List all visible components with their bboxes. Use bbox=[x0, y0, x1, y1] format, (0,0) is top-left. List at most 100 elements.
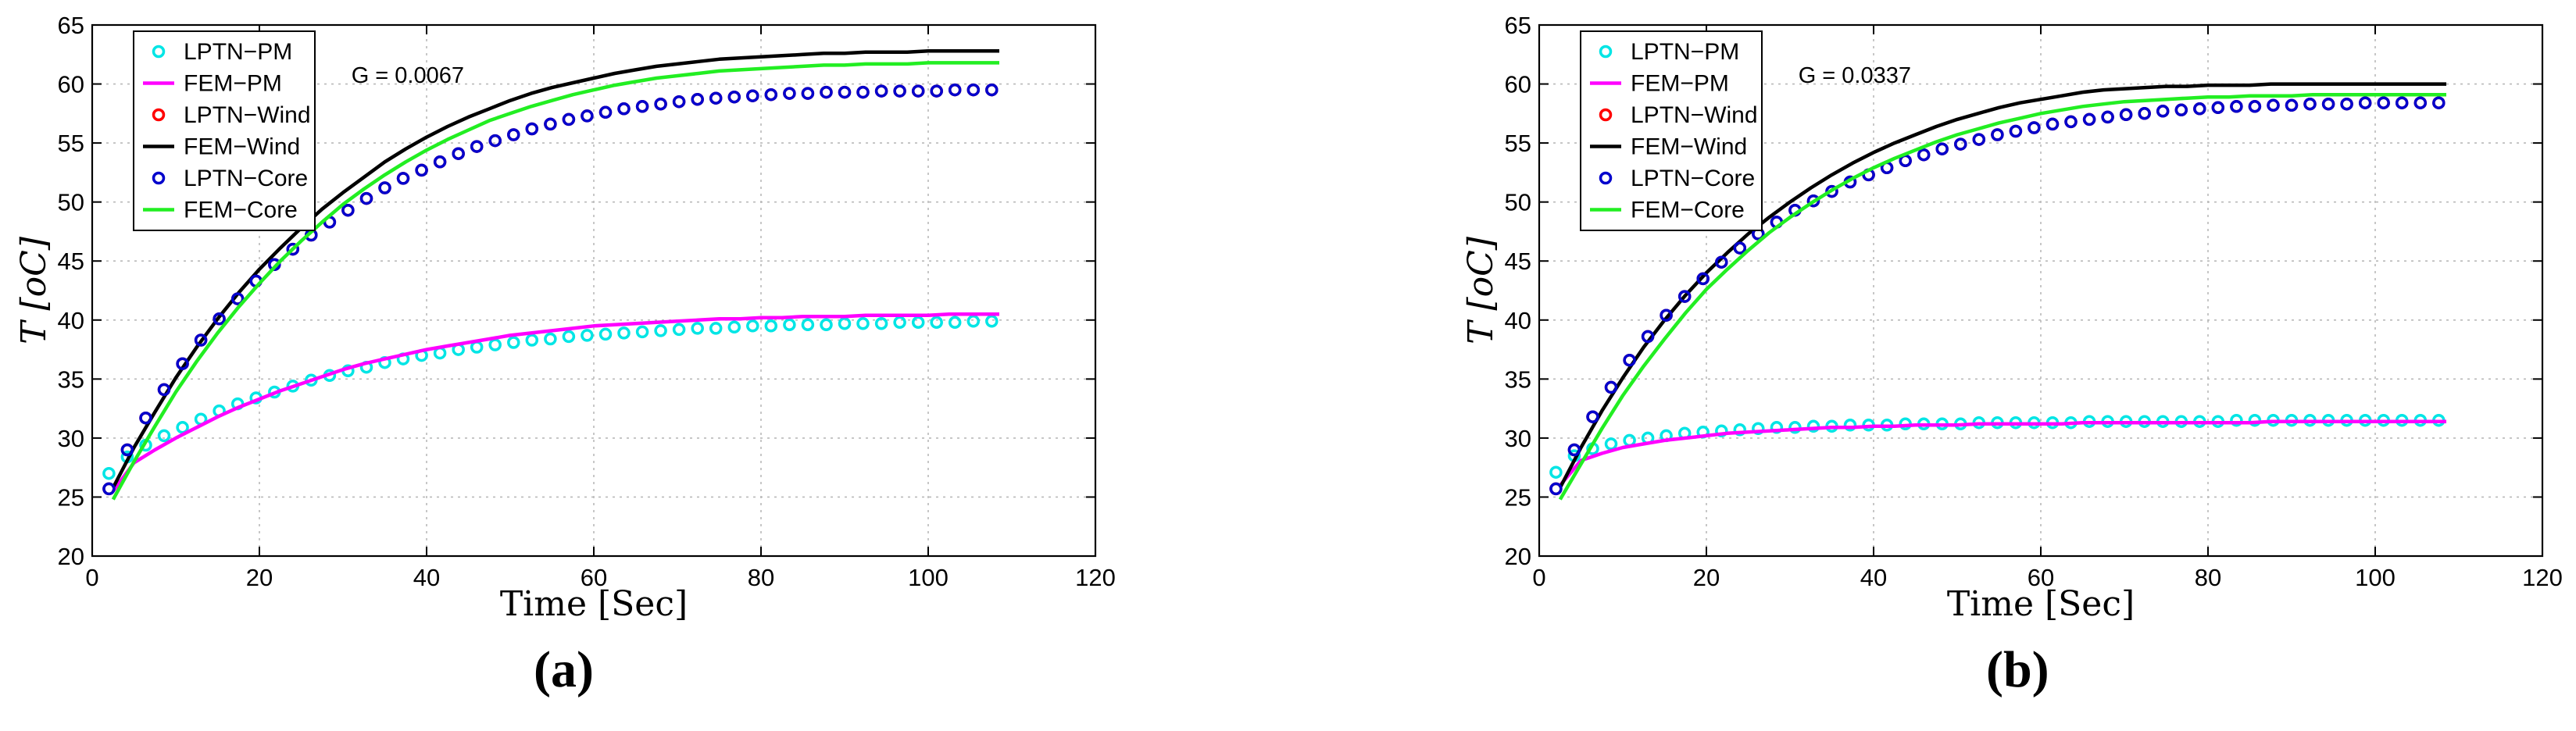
legend: LPTN−PM FEM−PM LPTN−Wind FEM−Wind LPTN−Core F… bbox=[133, 30, 316, 231]
legend-label-fem-pm: FEM−PM bbox=[1631, 71, 1729, 97]
x-axis-label: Time [Sec] bbox=[1947, 584, 2135, 624]
legend-swatch-lptn-core bbox=[1599, 171, 1613, 185]
data-point-lptn-core bbox=[617, 102, 631, 116]
y-tick-label: 50 bbox=[58, 189, 84, 216]
y-tick-label: 60 bbox=[1505, 71, 1531, 98]
y-tick-label: 30 bbox=[1505, 425, 1531, 452]
x-tick-label: 100 bbox=[908, 564, 949, 591]
data-point-lptn-pm bbox=[544, 332, 557, 346]
legend-label-lptn-pm: LPTN−PM bbox=[184, 39, 292, 65]
data-point-lptn-core bbox=[1660, 308, 1673, 322]
data-point-lptn-pm bbox=[691, 322, 704, 335]
data-point-lptn-core bbox=[2377, 96, 2390, 109]
x-tick-label: 120 bbox=[2522, 564, 2563, 591]
data-point-lptn-pm bbox=[2248, 413, 2262, 427]
data-point-lptn-core bbox=[1677, 290, 1692, 303]
legend-label-lptn-pm: LPTN−PM bbox=[1631, 39, 1739, 65]
data-point-lptn-core bbox=[525, 122, 539, 136]
data-point-lptn-core bbox=[1991, 128, 2004, 141]
axes-frame bbox=[91, 23, 1097, 558]
data-point-lptn-core bbox=[176, 357, 189, 370]
data-point-lptn-core bbox=[341, 203, 355, 217]
y-tick-label: 55 bbox=[1505, 130, 1531, 157]
data-point-lptn-core bbox=[1917, 148, 1931, 162]
data-point-lptn-pm bbox=[507, 336, 520, 349]
data-point-lptn-core bbox=[2193, 102, 2206, 116]
data-point-lptn-pm bbox=[525, 333, 539, 347]
annotation-text: G = 0.0067 bbox=[352, 63, 464, 88]
data-point-lptn-core bbox=[1641, 330, 1655, 344]
data-point-lptn-core bbox=[911, 84, 925, 98]
chart-b-svg: 0 20 40 60 80 100 12020253035404550556065Time … bbox=[1461, 12, 2563, 624]
series-line-fem-core bbox=[1558, 92, 2446, 501]
data-point-lptn-core bbox=[1935, 142, 1949, 155]
data-point-lptn-core bbox=[1972, 133, 1986, 146]
series-line-fem-pm bbox=[1559, 419, 2446, 487]
x-tick-label: 40 bbox=[413, 564, 440, 591]
y-tick-label: 40 bbox=[1505, 307, 1531, 334]
chart-panel-b: 0 20 40 60 80 100 120 20 25 30 35 40 45 50 55 60 65 Time … bbox=[1447, 0, 2576, 731]
y-tick-label: 60 bbox=[58, 71, 84, 98]
legend-label-lptn-core: LPTN−Core bbox=[1631, 166, 1755, 191]
data-point-lptn-pm bbox=[1843, 419, 1857, 432]
data-point-lptn-pm bbox=[176, 421, 189, 434]
data-point-lptn-core bbox=[120, 443, 134, 457]
data-point-lptn-pm bbox=[764, 319, 778, 333]
data-point-lptn-pm bbox=[617, 326, 631, 340]
data-point-lptn-pm bbox=[581, 329, 594, 342]
data-point-lptn-pm bbox=[1715, 424, 1728, 438]
data-point-lptn-core bbox=[2340, 97, 2353, 111]
data-point-lptn-core bbox=[562, 112, 576, 127]
legend-box bbox=[1580, 30, 1763, 231]
legend-box bbox=[133, 30, 316, 231]
data-point-lptn-core bbox=[1715, 255, 1728, 269]
data-point-lptn-core bbox=[966, 83, 981, 97]
panel-label-a: (a) bbox=[534, 641, 594, 698]
data-point-lptn-pm bbox=[1623, 433, 1636, 448]
legend-label-lptn-core: LPTN−Core bbox=[184, 166, 308, 191]
data-point-lptn-core bbox=[213, 312, 226, 326]
data-point-lptn-core bbox=[286, 242, 300, 256]
data-point-lptn-core bbox=[157, 383, 171, 397]
y-tick-label: 20 bbox=[1505, 543, 1531, 570]
data-point-lptn-core bbox=[194, 333, 208, 347]
series-line-fem-wind bbox=[111, 48, 999, 489]
data-point-lptn-core bbox=[2321, 97, 2335, 111]
data-point-lptn-core bbox=[2119, 108, 2133, 122]
x-tick-label: 60 bbox=[581, 564, 607, 591]
data-point-lptn-core bbox=[1696, 272, 1710, 286]
data-point-lptn-core bbox=[2303, 97, 2317, 111]
data-point-lptn-core bbox=[635, 100, 649, 113]
data-point-lptn-core bbox=[2045, 117, 2060, 131]
data-point-lptn-core bbox=[359, 191, 373, 205]
data-point-lptn-core bbox=[820, 85, 833, 99]
series-fem-pm bbox=[111, 312, 999, 493]
y-tick-label: 55 bbox=[58, 130, 84, 157]
y-axis-label: T [oC] bbox=[1461, 236, 1501, 344]
series-line-fem-wind bbox=[1558, 82, 2446, 489]
legend-label-lptn-wind: LPTN−Wind bbox=[1631, 102, 1758, 128]
data-point-lptn-pm bbox=[709, 322, 723, 335]
data-point-lptn-core bbox=[746, 89, 759, 102]
data-point-lptn-core bbox=[691, 92, 704, 106]
legend-swatch-lptn-pm bbox=[1599, 45, 1613, 59]
data-point-lptn-pm bbox=[838, 317, 852, 330]
data-point-lptn-core bbox=[598, 105, 613, 119]
data-point-lptn-core bbox=[1623, 353, 1636, 367]
data-point-lptn-core bbox=[2285, 98, 2299, 112]
data-point-lptn-pm bbox=[488, 338, 502, 351]
y-tick-label: 25 bbox=[1505, 483, 1531, 511]
data-point-lptn-core bbox=[396, 172, 410, 185]
data-point-lptn-pm bbox=[654, 324, 667, 337]
data-point-lptn-core bbox=[415, 163, 428, 177]
data-point-lptn-core bbox=[783, 87, 796, 100]
data-point-lptn-core bbox=[764, 87, 778, 102]
annotation-text: G = 0.0337 bbox=[1799, 63, 1911, 88]
data-point-lptn-pm bbox=[1733, 423, 1747, 437]
data-point-lptn-core bbox=[1567, 443, 1581, 457]
series-fem-core bbox=[111, 61, 999, 501]
data-point-lptn-pm bbox=[856, 317, 870, 330]
legend-label-fem-wind: FEM−Wind bbox=[184, 134, 300, 160]
data-point-lptn-core bbox=[452, 147, 465, 160]
data-point-lptn-pm bbox=[727, 320, 741, 334]
